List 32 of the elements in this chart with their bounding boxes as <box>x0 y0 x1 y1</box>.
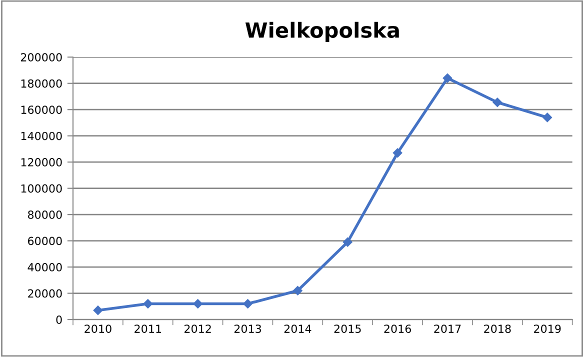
point <box>293 286 302 296</box>
y-tick-label: 20000 <box>28 289 62 298</box>
y-tick-label: 120000 <box>21 158 62 166</box>
point <box>193 299 202 308</box>
x-tick-label: 2018 <box>484 324 511 333</box>
point <box>143 299 153 308</box>
y-tick-label: 80000 <box>28 210 62 219</box>
x-tick-label: 2019 <box>534 324 561 333</box>
point <box>392 148 402 158</box>
point <box>442 73 452 83</box>
y-tick-label: 0 <box>56 315 62 324</box>
point <box>542 112 552 122</box>
x-tick-label: 2016 <box>384 324 411 333</box>
chart-title: Wielkopolska <box>245 22 399 42</box>
x-tick-label: 2010 <box>84 324 112 333</box>
y-tick-label: 40000 <box>28 263 62 272</box>
y-tick-label: 200000 <box>20 53 62 62</box>
point <box>343 237 352 247</box>
y-tick-label: 140000 <box>21 132 62 140</box>
point <box>492 98 502 108</box>
x-tick-label: 2014 <box>284 324 312 333</box>
x-tick-label: 2015 <box>334 324 361 333</box>
point <box>93 306 103 315</box>
y-tick-label: 160000 <box>21 106 62 114</box>
x-tick-label: 2017 <box>434 324 461 333</box>
x-tick-label: 2013 <box>234 324 262 333</box>
y-tick-label: 60000 <box>28 236 62 246</box>
x-tick-label: 2011 <box>134 324 162 333</box>
y-tick-label: 180000 <box>21 79 62 88</box>
x-tick-label: 2012 <box>184 324 211 333</box>
y-tick-label: 100000 <box>21 184 62 193</box>
point <box>243 299 252 308</box>
